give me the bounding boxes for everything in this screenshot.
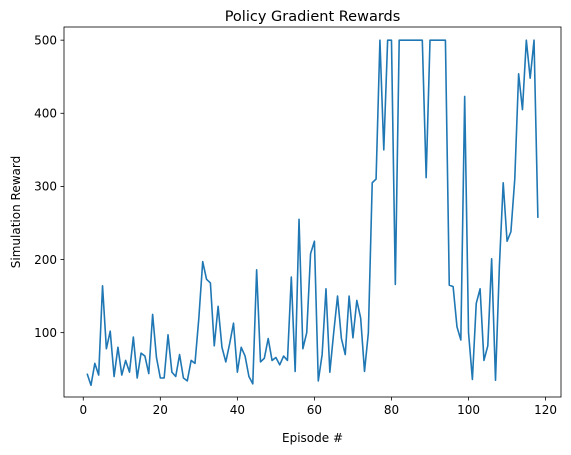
chart-title: Policy Gradient Rewards [225,9,401,25]
x-tick-label: 100 [457,403,480,417]
x-tick-label: 20 [153,403,168,417]
y-axis: 100 200 300 400 500 [34,33,64,340]
x-tick-label: 60 [307,403,322,417]
plot-frame [63,26,562,398]
plot-area [64,27,561,397]
y-axis-label: Simulation Reward [9,156,23,268]
y-tick-label: 500 [34,33,57,47]
y-tick-label: 400 [34,107,57,121]
y-tick-label: 300 [34,180,57,194]
x-tick-label: 40 [230,403,245,417]
y-tick-label: 200 [34,253,57,267]
series-line-0 [86,39,539,387]
x-tick-label: 80 [384,403,399,417]
x-axis: 0 20 40 60 80 100 120 [79,397,557,417]
series-layer [86,39,539,387]
x-axis-label: Episode # [282,431,343,445]
x-tick-label: 0 [79,403,87,417]
y-tick-label: 100 [34,326,57,340]
x-tick-label: 120 [534,403,557,417]
